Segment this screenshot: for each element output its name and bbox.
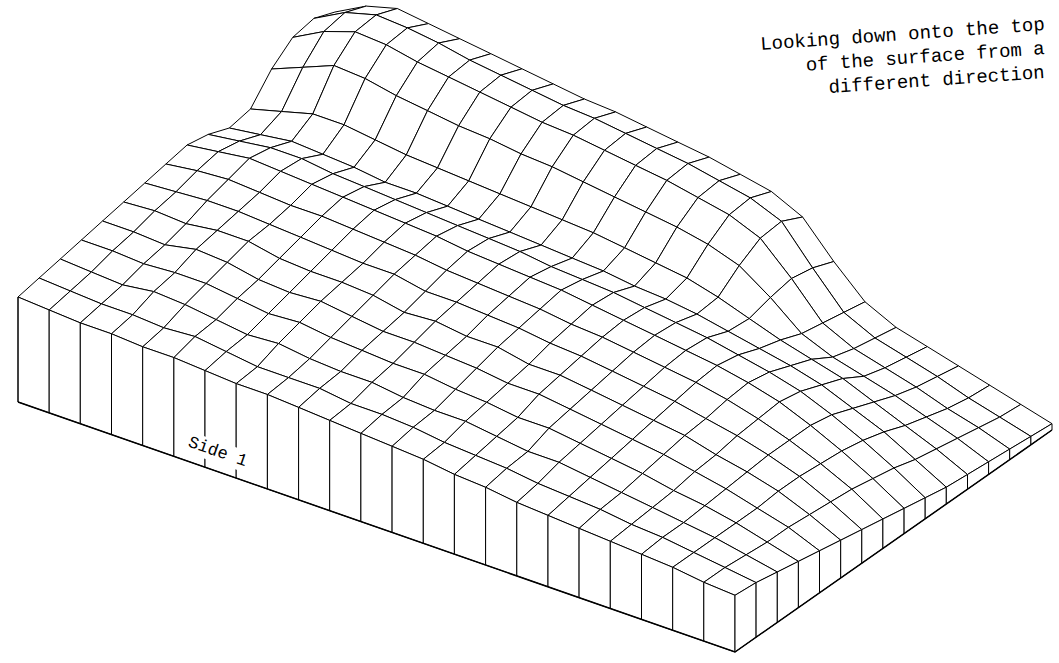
surface-chart: Side 1 Looking down onto the topof the su… — [0, 0, 1059, 663]
wall-edge — [18, 297, 19, 402]
title: Looking down onto the topof the surface … — [760, 14, 1046, 99]
side-wall — [548, 515, 579, 597]
side-wall — [798, 551, 819, 608]
walls — [18, 297, 1052, 652]
side-label: Side 1 — [186, 433, 250, 471]
side-wall — [704, 582, 735, 652]
side-wall — [486, 487, 517, 576]
side-wall — [18, 297, 49, 413]
side-wall — [610, 541, 641, 619]
side-wall — [330, 420, 361, 521]
side-wall — [883, 508, 904, 548]
side-wall — [299, 407, 330, 510]
side-wall — [1031, 424, 1052, 445]
side-wall — [267, 395, 298, 500]
side-wall — [968, 462, 989, 489]
side-wall — [80, 323, 111, 435]
side-wall — [735, 583, 756, 652]
base-edge — [18, 402, 1052, 652]
side-wall — [925, 487, 946, 519]
side-wall — [392, 446, 423, 543]
side-wall — [946, 475, 967, 505]
side-wall — [361, 433, 392, 532]
side-label-group: Side 1 — [182, 431, 252, 473]
side-wall — [673, 567, 704, 641]
side-wall — [904, 498, 925, 534]
surface — [18, 6, 1052, 595]
side-wall — [454, 474, 485, 565]
side-wall — [579, 528, 610, 608]
side-wall — [112, 334, 143, 446]
side-wall — [49, 310, 80, 424]
label-patch — [182, 431, 252, 473]
side-wall — [143, 347, 174, 457]
side-wall — [423, 459, 454, 554]
side-wall — [236, 384, 267, 489]
title-line: different direction — [828, 62, 1046, 99]
side-wall — [1010, 436, 1031, 459]
side-wall — [517, 502, 548, 586]
side-wall — [777, 561, 798, 622]
side-wall — [756, 572, 777, 637]
side-wall — [642, 554, 673, 630]
